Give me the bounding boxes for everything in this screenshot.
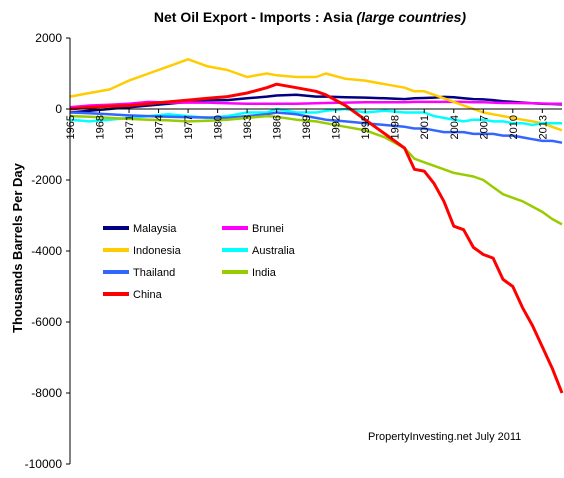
chart-title: Net Oil Export - Imports : Asia (large c… [154,9,467,25]
x-tick-label: 1977 [183,115,195,139]
chart-title-main: Net Oil Export - Imports : Asia [154,9,353,25]
y-tick-label: 0 [55,102,62,116]
x-tick-label: 2004 [449,115,461,139]
y-axis-label-group: Thousands Barrels Per Day [10,162,25,333]
x-tick-label: 1998 [390,115,402,139]
series-line-india [69,114,563,226]
x-tick-label: 2010 [508,115,520,139]
legend: Malaysia Brunei Indonesia Australia Thailand… [103,223,296,301]
x-tick-label: 1983 [242,115,254,139]
y-tick-label: 2000 [35,31,62,45]
axes: 2000 0 -2000 -4000 -6000 -8000 -10000 1965 1968 1… [25,31,562,471]
chart-title-suffix: (large countries) [356,9,466,25]
legend-label-brunei: Brunei [252,223,284,235]
y-tick-label: -6000 [31,315,62,329]
x-tick-label: 2013 [537,115,549,139]
legend-label-indonesia: Indonesia [133,245,182,257]
x-tick-label: 1965 [65,115,77,139]
legend-label-china: China [133,289,163,301]
y-tick-label: -10000 [25,457,63,471]
y-tick-label: -4000 [31,244,62,258]
x-tick-label: 1992 [331,115,343,139]
source-note: PropertyInvesting.net July 2011 [368,431,521,443]
series-line-thailand [69,111,563,144]
series-line-australia [69,107,562,127]
x-tick-label: 2001 [419,115,431,139]
y-tick-label: -8000 [31,386,62,400]
x-tick-label: 1986 [272,115,284,139]
legend-label-thailand: Thailand [133,267,175,279]
series-group [69,58,564,394]
x-tick-label: 2007 [478,115,490,139]
legend-label-india: India [252,267,277,279]
legend-label-malaysia: Malaysia [133,223,177,235]
series-line-brunei [69,100,562,109]
series-line-indonesia [69,58,563,132]
x-tick-label: 1989 [301,115,313,139]
y-tick-label: -2000 [31,173,62,187]
x-tick-label: 1980 [213,115,225,139]
x-tick-label: 1971 [124,115,136,139]
x-tick-label: 1995 [360,115,372,139]
y-axis-label: Thousands Barrels Per Day [10,162,25,333]
series-line-china [69,82,564,394]
x-tick-label: 1974 [154,115,166,139]
x-tick-label: 1968 [95,115,107,139]
legend-label-australia: Australia [252,245,296,257]
